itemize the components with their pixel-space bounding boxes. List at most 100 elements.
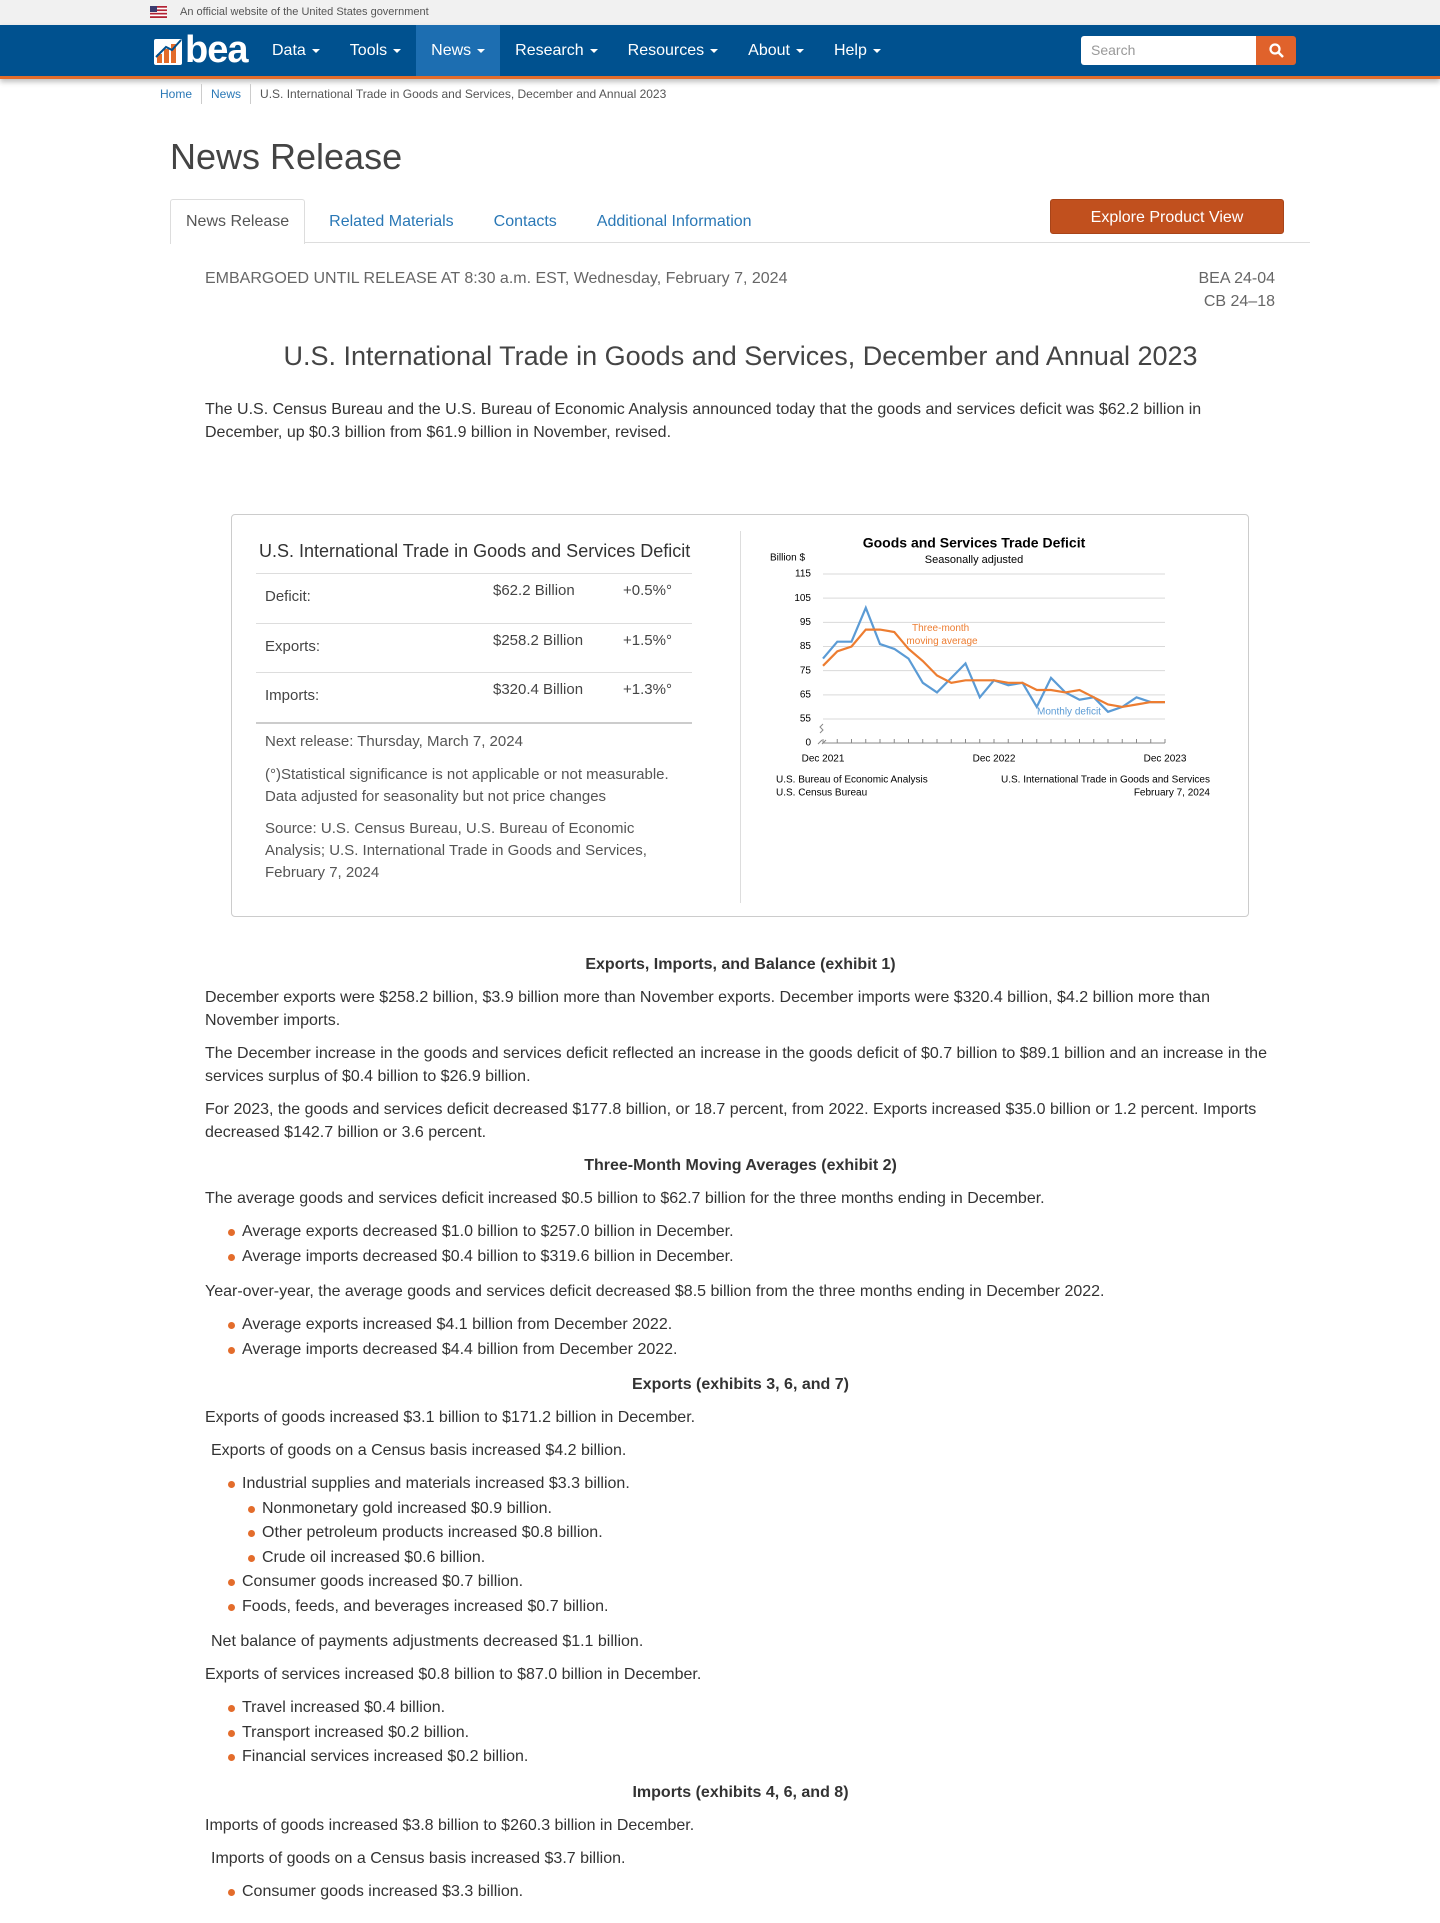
row-label: Deficit:: [265, 588, 311, 605]
x-tick-label: Dec 2022: [973, 754, 1016, 765]
nav-item[interactable]: Resources: [613, 25, 733, 76]
row-value: $62.2 Billion: [493, 582, 575, 599]
release-number: BEA 24-04: [1198, 270, 1276, 287]
release-body: Exports, Imports, and Balance (exhibit 1…: [205, 953, 1276, 1915]
next-release: Next release: Thursday, March 7, 2024: [265, 733, 523, 750]
search-box[interactable]: Search: [1081, 36, 1256, 65]
bullet-item: Consumer goods increased $0.7 billion.: [228, 1570, 1276, 1595]
release-number: CB 24–18: [1203, 293, 1275, 310]
bullet-item: Financial services increased $0.2 billio…: [228, 1745, 1276, 1770]
row-label: Exports:: [265, 637, 321, 655]
tab[interactable]: Related Materials: [329, 213, 454, 230]
nav-item[interactable]: News: [416, 25, 501, 76]
explore-button[interactable]: Explore Product View: [1050, 199, 1284, 234]
bullet-item: Consumer goods increased $3.3 billion.: [228, 1880, 1276, 1905]
table-rule: [256, 622, 692, 624]
paragraph: December exports were $258.2 billion, $3…: [205, 989, 1210, 1029]
bullet-text: Average imports decreased $4.4 billion f…: [242, 1340, 678, 1358]
bullet-text: Consumer goods increased $3.3 billion.: [242, 1882, 524, 1900]
row-value: $320.4 Billion: [493, 681, 584, 698]
chart: Goods and Services Trade Deficit Seasonal…: [770, 535, 1211, 799]
bullet-text: Financial services increased $0.2 billio…: [242, 1748, 529, 1765]
sub-bullet-item: Nonmonetary gold increased $0.9 billion.: [248, 1497, 1276, 1522]
chart-source: U.S. Census Bureau: [776, 788, 867, 799]
bullet-text: Average imports decreased $0.4 billion t…: [242, 1247, 734, 1265]
y-axis-label: Billion $: [770, 553, 805, 564]
banner-text: An official website of the United States…: [180, 6, 429, 18]
bullet-item: Average exports increased $4.1 billion f…: [228, 1313, 1276, 1338]
release-numbers: BEA 24-04 CB 24–18: [1100, 267, 1276, 313]
bullet-text: Average exports decreased $1.0 billion t…: [242, 1223, 734, 1240]
indented-paragraph: Net balance of payments adjustments decr…: [211, 1633, 644, 1650]
nav-item[interactable]: About: [733, 25, 819, 76]
bullet-item: Travel increased $0.4 billion.: [228, 1696, 1276, 1721]
axis-break: [817, 739, 827, 745]
bullet-item: Transport increased $0.2 billion.: [228, 1721, 1276, 1746]
embargo-text: EMBARGOED UNTIL RELEASE AT 8:30 a.m. EST…: [205, 270, 788, 287]
search-placeholder: Search: [1091, 42, 1136, 58]
nav-item[interactable]: Data: [257, 25, 335, 76]
breadcrumb-item[interactable]: News: [201, 84, 250, 104]
y-tick-label: 55: [800, 714, 812, 725]
breadcrumb-item[interactable]: Home: [160, 87, 193, 101]
indented-paragraph: Imports of goods on a Census basis incre…: [211, 1849, 626, 1867]
chart-source: U.S. Bureau of Economic Analysis: [776, 775, 928, 786]
table-rule: [256, 573, 692, 574]
release-title: U.S. International Trade in Goods and Se…: [283, 341, 1198, 371]
section-heading: Three-Month Moving Averages (exhibit 2): [584, 1157, 897, 1174]
row-label: Imports:: [265, 687, 320, 704]
bullet-text: Consumer goods increased $0.7 billion.: [242, 1573, 524, 1590]
summary-title: U.S. International Trade in Goods and Se…: [259, 541, 691, 561]
logo[interactable]: bea: [185, 29, 248, 71]
section-heading: Imports (exhibits 4, 6, and 8): [632, 1783, 849, 1801]
bullet-list: Consumer goods increased $3.3 billion.: [205, 1880, 1276, 1905]
source-note: Source: U.S. Census Bureau, U.S. Bureau …: [265, 820, 647, 881]
y-tick-label: 65: [800, 689, 812, 700]
section-heading: Exports, Imports, and Balance (exhibit 1…: [585, 956, 896, 973]
y-tick-label: 115: [795, 569, 811, 580]
series-line: [822, 628, 1165, 709]
breadcrumb-item: U.S. International Trade in Goods and Se…: [250, 84, 675, 104]
paragraph: Year-over-year, the average goods and se…: [205, 1283, 1105, 1300]
paragraph: Exports of goods increased $3.1 billion …: [205, 1409, 696, 1426]
significance-note: (°)Statistical significance is not appli…: [265, 766, 669, 805]
paragraph: The December increase in the goods and s…: [205, 1045, 1267, 1085]
bullet-text: Foods, feeds, and beverages increased $0…: [242, 1597, 609, 1615]
search-button[interactable]: [1256, 36, 1296, 65]
nav-item[interactable]: Tools: [335, 25, 416, 76]
chart-subtitle: Seasonally adjusted: [925, 554, 1023, 566]
bullet-item: Average imports decreased $4.4 billion f…: [228, 1338, 1276, 1363]
flag-icon: [150, 6, 167, 18]
nav-menu: Data Tools News Research Resources About Help: [257, 25, 896, 76]
logo-icon[interactable]: [154, 37, 184, 65]
nav-item[interactable]: Help: [819, 25, 896, 76]
bullet-item: Average exports decreased $1.0 billion t…: [228, 1220, 1276, 1245]
chart-source: February 7, 2024: [1134, 788, 1211, 799]
nav-item[interactable]: Research: [500, 25, 612, 76]
row-change: +1.5%°: [623, 631, 672, 649]
y-tick-label: 75: [800, 665, 812, 676]
chart-source: U.S. International Trade in Goods and Se…: [1001, 775, 1210, 786]
table-rule: [256, 672, 692, 673]
row-change: +0.5%°: [623, 582, 672, 599]
sub-bullet-item: Other petroleum products increased $0.8 …: [248, 1521, 1276, 1546]
tab[interactable]: Contacts: [493, 213, 557, 230]
sub-bullet-list: Nonmonetary gold increased $0.9 billion.…: [242, 1497, 1276, 1571]
paragraph: Imports of goods increased $3.8 billion …: [205, 1816, 695, 1834]
x-tick-label: Dec 2023: [1144, 754, 1187, 765]
tab[interactable]: News Release: [170, 199, 306, 244]
tab[interactable]: Additional Information: [596, 213, 752, 230]
bullet-item: Average imports decreased $0.4 billion t…: [228, 1245, 1276, 1270]
summary-box: U.S. International Trade in Goods and Se…: [231, 514, 1249, 917]
bullet-list: Industrial supplies and materials increa…: [205, 1472, 1276, 1619]
chart-title: Goods and Services Trade Deficit: [863, 535, 1086, 551]
indented-paragraph: Exports of goods on a Census basis incre…: [211, 1442, 627, 1459]
series-annotation: Monthly deficit: [1037, 707, 1101, 718]
breadcrumb: Home News U.S. International Trade in Good…: [160, 84, 675, 104]
annotation-line: moving average: [906, 636, 978, 647]
paragraph: The average goods and services deficit i…: [205, 1190, 1045, 1207]
tabs: News Release Related Materials Contacts Add…: [170, 199, 1310, 244]
search-icon: [1269, 43, 1284, 58]
bullet-item: Industrial supplies and materials increa…: [228, 1472, 1276, 1571]
